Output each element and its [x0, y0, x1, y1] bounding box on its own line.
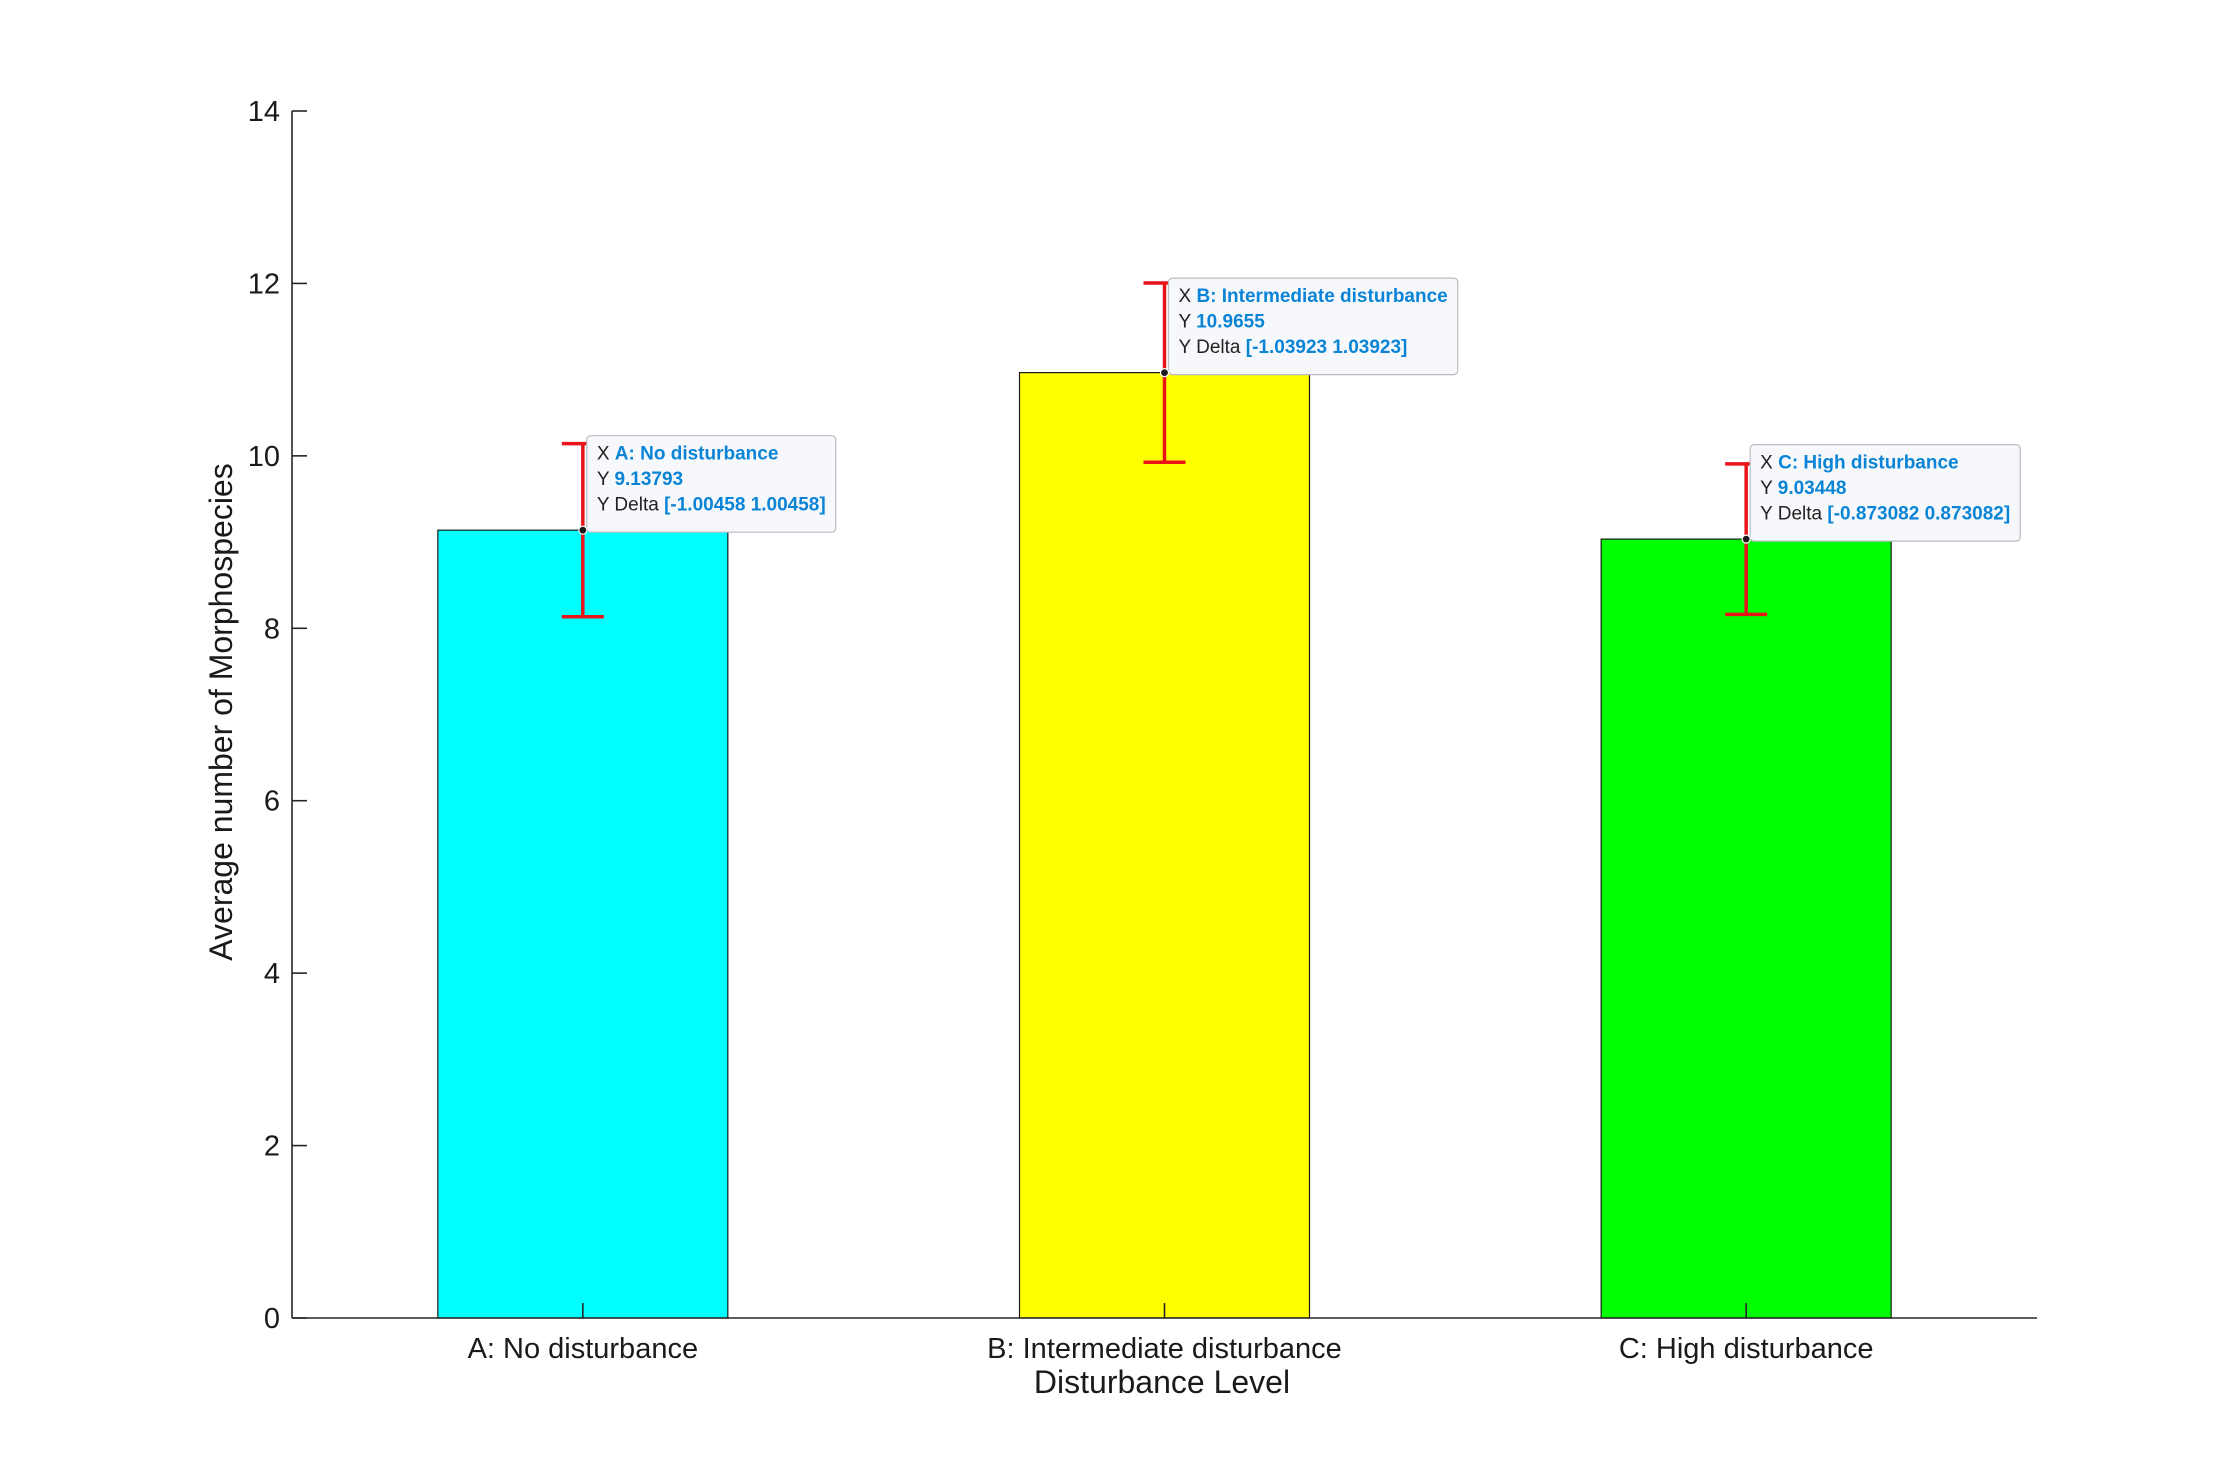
- x-axis-title: Disturbance Level: [1034, 1364, 1290, 1400]
- x-tick-label: B: Intermediate disturbance: [987, 1333, 1342, 1365]
- datatip-anchor-point: [1159, 368, 1170, 378]
- datatip-anchor-point: [578, 525, 588, 535]
- x-tick-label: C: High disturbance: [1619, 1333, 1874, 1365]
- datatip-box: [1167, 277, 1459, 376]
- y-tick-label: 0: [264, 1303, 280, 1335]
- datatip-row: Y Delta [-1.00458 1.00458]: [597, 495, 826, 516]
- bar: [1018, 372, 1311, 1319]
- y-tick-label: 14: [248, 96, 280, 128]
- datatip[interactable]: X B: Intermediate disturbance Y 10.9655 Y …: [1159, 277, 1459, 378]
- datatip-row: Y 9.13793: [597, 469, 683, 490]
- y-tick-label: 2: [264, 1131, 280, 1163]
- datatip[interactable]: X A: No disturbance Y 9.13793 Y Delta [-1.…: [578, 435, 837, 535]
- datatip-row: X B: Intermediate disturbance: [1179, 286, 1448, 307]
- y-axis-title: Average number of Morphospecies: [203, 463, 239, 960]
- datatips-layer: X A: No disturbance Y 9.13793 Y Delta [-1.…: [578, 277, 2021, 544]
- bars-layer: [437, 372, 1892, 1319]
- bar: [437, 529, 729, 1319]
- y-tick-label: 4: [264, 958, 280, 990]
- bar: [1600, 538, 1892, 1319]
- y-tick-label: 6: [264, 786, 280, 818]
- x-ticks-layer: A: No disturbance B: Intermediate disturb…: [468, 1303, 1874, 1365]
- datatip-box: [1749, 443, 2021, 542]
- datatip-row: Y 10.9655: [1179, 312, 1266, 333]
- datatip-row: Y Delta [-0.873082 0.873082]: [1760, 504, 2010, 525]
- datatip-row: X C: High disturbance: [1760, 453, 1958, 474]
- datatip-row: Y 9.03448: [1760, 478, 1846, 499]
- y-tick-label: 10: [248, 441, 280, 473]
- datatip-anchor-point: [1741, 534, 1751, 544]
- y-tick-label: 8: [264, 613, 280, 645]
- x-tick-label: A: No disturbance: [468, 1333, 699, 1365]
- datatip[interactable]: X C: High disturbance Y 9.03448 Y Delta [-…: [1741, 443, 2021, 544]
- datatip-row: Y Delta [-1.03923 1.03923]: [1179, 337, 1408, 358]
- datatip-row: X A: No disturbance: [597, 444, 779, 465]
- y-ticks-layer: 0 2 4 6 8 10 12 14: [248, 96, 307, 1335]
- y-tick-label: 12: [248, 268, 280, 300]
- datatip-box: [586, 435, 837, 533]
